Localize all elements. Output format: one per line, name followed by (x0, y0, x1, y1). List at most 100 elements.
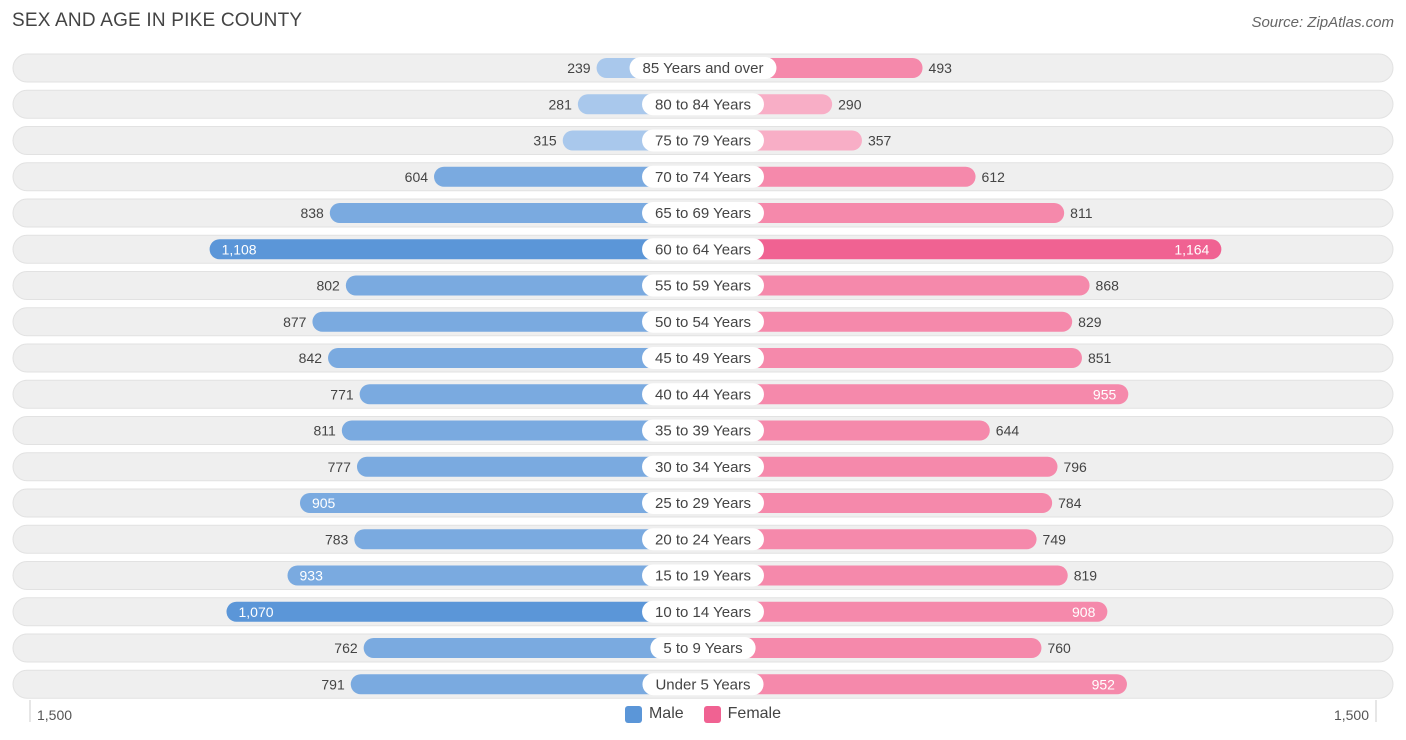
category-label-pill (642, 93, 764, 116)
bar-male (363, 638, 703, 658)
legend-item-male: Male (624, 705, 684, 723)
data-label-male: 811 (314, 423, 337, 439)
data-label-female: 952 (1092, 676, 1116, 692)
bar-male (341, 420, 703, 441)
bar-female (703, 493, 1053, 513)
bar-male (329, 203, 703, 223)
category-label-pill (642, 238, 764, 261)
category-label-pill (642, 310, 764, 333)
bar-female (703, 529, 1037, 550)
category-label: 45 to 49 Years (655, 350, 751, 367)
data-label-female: 811 (1070, 205, 1093, 221)
data-label-male: 239 (567, 60, 591, 76)
category-label-pill (642, 455, 764, 478)
data-label-male: 802 (316, 278, 340, 294)
bar-male (299, 493, 703, 513)
bar-female (703, 638, 1042, 658)
bar-male (328, 348, 703, 368)
chart-title: SEX AND AGE IN PIKE COUNTY (12, 10, 303, 31)
data-label-male: 1,070 (238, 604, 273, 620)
data-label-female: 819 (1074, 568, 1098, 584)
bar-female (703, 239, 1222, 260)
bar-male (350, 674, 703, 695)
data-label-female: 908 (1072, 604, 1096, 620)
bar-male (312, 311, 703, 332)
data-label-male: 783 (325, 531, 349, 547)
bar-male (209, 239, 703, 260)
data-label-male: 1,108 (222, 241, 257, 257)
chart-legend: Male Female (0, 705, 1406, 723)
data-label-female: 290 (838, 96, 862, 112)
category-label: 20 to 24 Years (655, 531, 751, 548)
category-label: 85 Years and over (643, 60, 764, 77)
axis-left-max-label: 1,500 (37, 707, 73, 723)
category-label-pill (642, 347, 764, 369)
data-label-male: 933 (300, 568, 324, 584)
category-label: 10 to 14 Years (655, 604, 751, 621)
bar-female (703, 384, 1129, 405)
category-label-pill (629, 57, 777, 79)
category-label: 15 to 19 Years (655, 568, 751, 585)
category-label: 5 to 9 Years (663, 640, 742, 657)
category-label-pill (642, 600, 764, 623)
bar-male (434, 166, 703, 187)
bar-female (703, 420, 990, 441)
data-label-male: 604 (405, 169, 429, 185)
legend-item-female: Female (703, 705, 782, 723)
category-label: 70 to 74 Years (655, 169, 751, 186)
data-label-female: 493 (929, 60, 953, 76)
data-label-male: 762 (334, 640, 358, 656)
category-label-pill (642, 274, 764, 297)
data-label-male: 838 (300, 205, 324, 221)
category-label: 60 to 64 Years (655, 241, 751, 258)
category-label: Under 5 Years (655, 676, 750, 693)
category-label-pill (642, 673, 764, 696)
category-label-pill (642, 383, 764, 406)
bar-female (703, 311, 1073, 332)
bar-male (345, 275, 703, 296)
category-label: 25 to 29 Years (655, 495, 751, 512)
bar-female (703, 348, 1082, 368)
bar-male (356, 456, 703, 477)
legend-swatch-male (624, 705, 642, 723)
bar-male (354, 529, 703, 550)
category-label-pill (642, 528, 764, 551)
data-label-male: 315 (533, 133, 557, 149)
category-label-pill (642, 129, 764, 152)
category-label: 35 to 39 Years (655, 423, 751, 440)
category-label: 55 to 59 Years (655, 278, 751, 295)
chart-source: Source: ZipAtlas.com (1251, 14, 1394, 31)
bar-female (703, 456, 1058, 477)
bar-female (703, 601, 1108, 622)
legend-label-female: Female (727, 705, 782, 722)
bar-female (703, 674, 1127, 695)
category-label: 75 to 79 Years (655, 133, 751, 150)
axis-right-max-label: 1,500 (1333, 707, 1369, 723)
data-label-female: 784 (1058, 495, 1082, 511)
bar-male (226, 601, 703, 622)
data-label-male: 877 (283, 314, 307, 330)
category-label: 65 to 69 Years (655, 205, 751, 222)
category-label: 40 to 44 Years (655, 386, 751, 403)
category-label-pill (642, 165, 764, 188)
bar-male (359, 384, 703, 405)
category-label: 30 to 34 Years (655, 459, 751, 476)
bar-female (703, 275, 1090, 296)
data-label-male: 791 (321, 676, 345, 692)
data-label-female: 1,164 (1174, 241, 1209, 257)
data-label-male: 281 (549, 96, 573, 112)
bar-male (287, 565, 703, 586)
data-label-female: 749 (1043, 531, 1067, 547)
data-label-male: 771 (330, 386, 354, 402)
data-label-female: 796 (1063, 459, 1087, 475)
category-label-pill (650, 637, 756, 659)
bar-female (703, 166, 976, 187)
category-label-pill (642, 564, 764, 587)
legend-label-male: Male (648, 705, 684, 722)
bar-female (703, 565, 1068, 586)
data-label-female: 955 (1093, 386, 1117, 402)
data-label-female: 760 (1047, 640, 1071, 656)
data-label-female: 851 (1088, 350, 1112, 366)
category-label: 80 to 84 Years (655, 96, 751, 113)
